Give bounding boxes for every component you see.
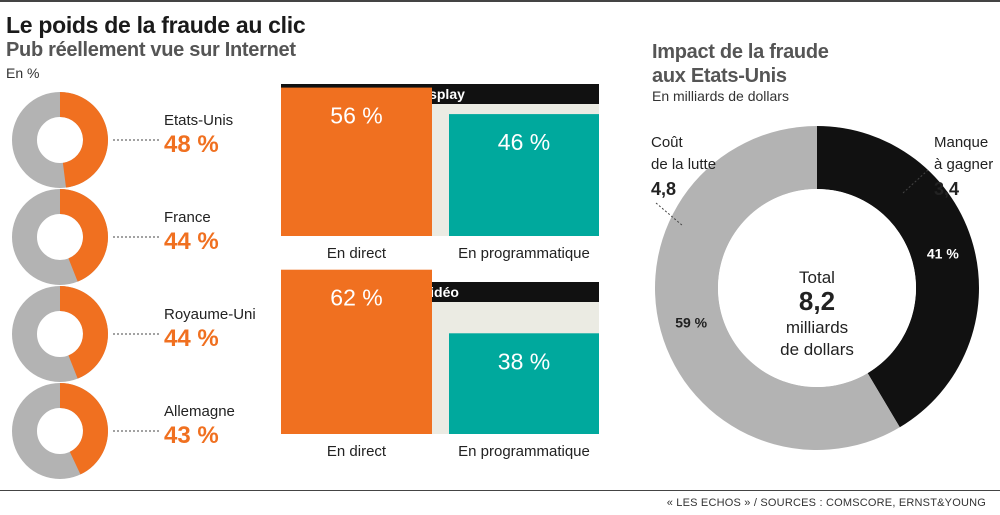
slice-leader-0 xyxy=(902,169,929,194)
country-name-1: France xyxy=(164,209,211,226)
country-name-3: Allemagne xyxy=(164,403,235,420)
country-value-1: 44 % xyxy=(164,228,219,255)
country-value-0: 48 % xyxy=(164,131,219,158)
country-value-3: 43 % xyxy=(164,422,219,449)
country-name-0: Etats-Unis xyxy=(164,112,233,129)
slice-leader-1 xyxy=(655,202,684,227)
donut-fraud-share-1 xyxy=(60,189,109,282)
impact-center-label: Total xyxy=(799,268,835,287)
bar-category-0-1: En programmatique xyxy=(458,245,590,262)
bar-category-0-0: En direct xyxy=(327,245,387,262)
bar-value-0-1: 46 % xyxy=(498,129,550,155)
bar-0-0 xyxy=(281,87,432,236)
donut-fraud-share-0 xyxy=(60,92,109,188)
impact-unit: En milliards de dollars xyxy=(652,88,789,104)
top-rule xyxy=(0,0,1000,2)
impact-center-hole xyxy=(718,189,916,387)
bar-0-1 xyxy=(449,114,599,236)
bar-1-1 xyxy=(449,333,599,434)
slice-label-line2-0: à gagner xyxy=(934,156,993,173)
impact-title: Impact de la fraude aux Etats-Unis xyxy=(652,40,829,88)
bar-value-1-1: 38 % xyxy=(498,348,550,374)
slice-value-1: 4,8 xyxy=(651,179,676,199)
impact-slice-pct-1: 59 % xyxy=(675,315,707,331)
bar-1-0 xyxy=(281,269,432,434)
impact-title-line2: aux Etats-Unis xyxy=(652,65,787,87)
slice-value-0: 3,4 xyxy=(934,179,959,199)
source-credit: « LES ECHOS » / SOURCES : COMSCORE, ERNS… xyxy=(666,497,986,509)
bar-value-0-0: 56 % xyxy=(330,103,382,129)
unit-label: En % xyxy=(6,65,40,81)
slice-label-line1-1: Coût xyxy=(651,134,684,151)
impact-title-line1: Impact de la fraude xyxy=(652,41,829,63)
impact-center-unit2: de dollars xyxy=(780,340,854,359)
country-value-2: 44 % xyxy=(164,325,219,352)
chart-title: Le poids de la fraude au clic xyxy=(6,12,306,38)
bottom-rule xyxy=(0,490,1000,491)
slice-label-line1-0: Manque xyxy=(934,134,988,151)
impact-center-unit1: milliards xyxy=(786,318,848,337)
bar-value-1-0: 62 % xyxy=(330,285,382,311)
impact-slice-pct-0: 41 % xyxy=(927,245,959,261)
bar-category-1-0: En direct xyxy=(327,443,387,460)
donut-fraud-share-2 xyxy=(60,286,109,379)
chart-subtitle: Pub réellement vue sur Internet xyxy=(6,39,296,61)
bar-category-1-1: En programmatique xyxy=(458,443,590,460)
slice-label-line2-1: de la lutte xyxy=(651,156,716,173)
donut-fraud-share-3 xyxy=(60,383,108,475)
country-name-2: Royaume-Uni xyxy=(164,306,256,323)
impact-center-total: 8,2 xyxy=(799,286,835,316)
impact-slice-0 xyxy=(817,126,980,428)
impact-slice-1 xyxy=(655,126,900,450)
